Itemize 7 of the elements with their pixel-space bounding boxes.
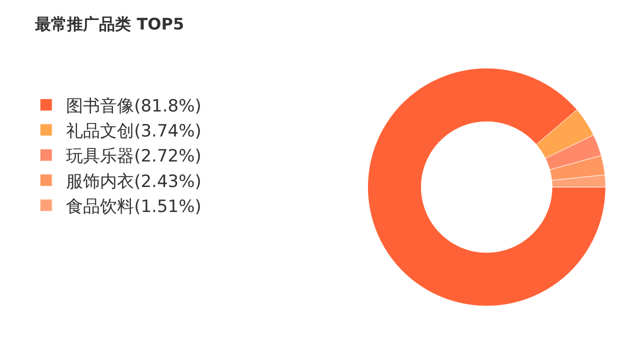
legend-label: 礼品文创(3.74%) bbox=[66, 122, 202, 142]
legend-label: 玩具乐器(2.72%) bbox=[66, 146, 202, 167]
donut-slice bbox=[368, 68, 606, 306]
legend-label: 服饰内衣(2.43%) bbox=[66, 172, 202, 192]
legend-label: 食品饮料(1.51%) bbox=[66, 196, 202, 217]
chart-title: 最常推广品类 TOP5 bbox=[34, 14, 184, 34]
legend-label: 图书音像(81.8%) bbox=[66, 96, 202, 116]
